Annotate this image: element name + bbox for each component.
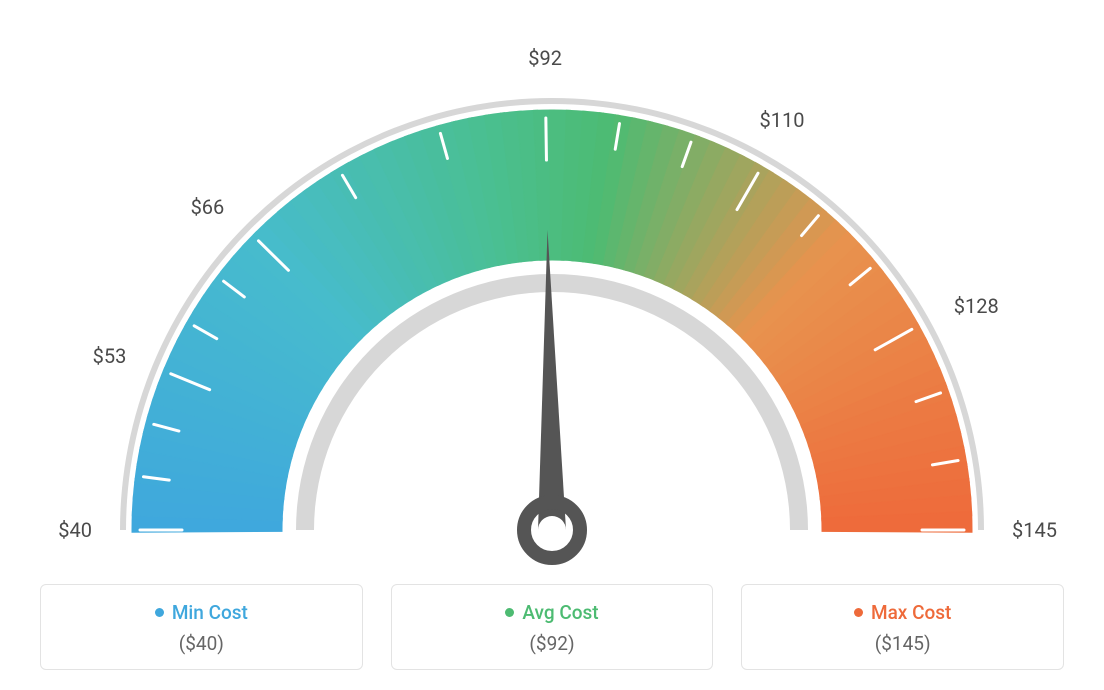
legend-title-avg: Avg Cost — [505, 601, 598, 624]
tick-label: $128 — [954, 294, 999, 318]
tick-label: $66 — [191, 195, 225, 219]
tick-label: $40 — [58, 518, 92, 542]
legend-value-max: ($145) — [752, 632, 1053, 655]
cost-gauge — [22, 20, 1082, 580]
tick-label: $145 — [1012, 518, 1057, 542]
legend-card-avg: Avg Cost ($92) — [391, 584, 714, 670]
tick-label: $53 — [93, 344, 127, 368]
legend-title-max: Max Cost — [854, 601, 951, 624]
tick-label: $92 — [528, 46, 562, 70]
legend-card-max: Max Cost ($145) — [741, 584, 1064, 670]
legend-value-avg: ($92) — [402, 632, 703, 655]
legend-card-min: Min Cost ($40) — [40, 584, 363, 670]
tick-label: $110 — [760, 108, 805, 132]
gauge-container — [0, 20, 1104, 580]
legend-row: Min Cost ($40) Avg Cost ($92) Max Cost (… — [40, 584, 1064, 670]
legend-title-min: Min Cost — [155, 601, 248, 624]
legend-value-min: ($40) — [51, 632, 352, 655]
